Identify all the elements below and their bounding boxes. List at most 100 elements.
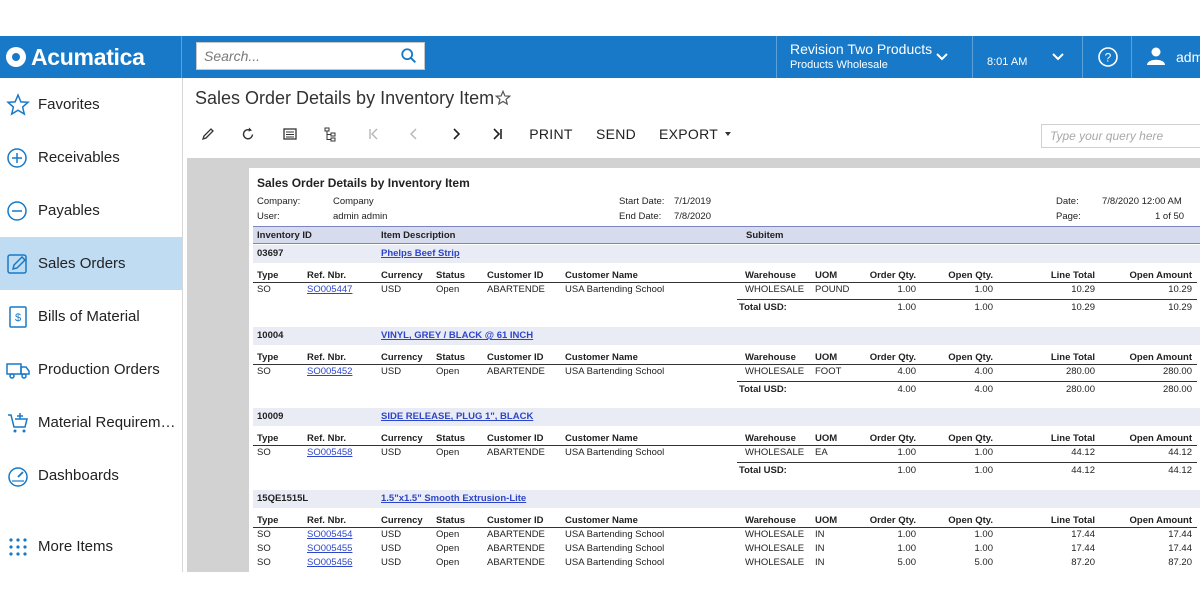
end-date-label: End Date: bbox=[619, 211, 662, 222]
item-description-link[interactable]: SIDE RELEASE, PLUG 1", BLACK bbox=[381, 411, 534, 422]
column-header-ref: Ref. Nbr. bbox=[307, 352, 347, 363]
order-ref-link[interactable]: SO005458 bbox=[307, 447, 353, 458]
order-ref-link[interactable]: SO005454 bbox=[307, 529, 353, 540]
print-button[interactable]: PRINT bbox=[529, 126, 573, 142]
parameters-icon bbox=[283, 128, 297, 140]
previous-page-button[interactable] bbox=[403, 122, 425, 146]
item-description-link[interactable]: Phelps Beef Strip bbox=[381, 248, 460, 259]
cell-line: 17.44 bbox=[1071, 543, 1095, 554]
tenant-name: Revision Two Products bbox=[790, 41, 933, 57]
inventory-id: 10009 bbox=[257, 411, 284, 422]
page-value: 1 of 50 bbox=[1155, 211, 1185, 222]
column-header-openamt: Open Amount bbox=[1129, 352, 1192, 363]
company-value: Company bbox=[333, 196, 374, 207]
svg-text:$: $ bbox=[15, 312, 21, 324]
column-header-wh: Warehouse bbox=[745, 352, 796, 363]
sidebar-item-more-items[interactable]: More Items bbox=[0, 520, 182, 572]
sidebar-item-bills-of-material[interactable]: $ Bills of Material bbox=[0, 290, 182, 343]
minus-circle-icon bbox=[7, 200, 27, 221]
sidebar-item-dashboards[interactable]: Dashboards bbox=[0, 449, 182, 502]
sidebar-item-favorites[interactable]: Favorites bbox=[0, 78, 182, 131]
user-icon[interactable] bbox=[1146, 46, 1166, 66]
cell-status: Open bbox=[436, 557, 460, 568]
cell-cust-id: ABARTENDE bbox=[487, 543, 545, 554]
help-icon[interactable]: ? bbox=[1097, 46, 1119, 68]
cell-cust-name: USA Bartending School bbox=[565, 529, 665, 540]
column-header-uom: UOM bbox=[815, 515, 838, 526]
column-header-uom: UOM bbox=[815, 433, 838, 444]
cell-wh: WHOLESALE bbox=[745, 557, 805, 568]
total-openqty: 1.00 bbox=[974, 302, 994, 313]
chevron-right-icon bbox=[453, 128, 461, 140]
header-rule bbox=[375, 527, 1197, 528]
grid-dots-icon bbox=[9, 537, 27, 556]
cell-type: SO bbox=[257, 284, 271, 295]
tenant-selector[interactable]: Revision Two Products Products Wholesale bbox=[790, 41, 932, 71]
cell-cust-id: ABARTENDE bbox=[487, 529, 545, 540]
cell-uom: IN bbox=[815, 543, 825, 554]
cell-wh: WHOLESALE bbox=[745, 284, 805, 295]
acumatica-logo-icon bbox=[6, 47, 26, 67]
order-ref-link[interactable]: SO005456 bbox=[307, 557, 353, 568]
order-ref-link[interactable]: SO005447 bbox=[307, 284, 353, 295]
total-openqty: 4.00 bbox=[974, 384, 994, 395]
cell-cur: USD bbox=[381, 284, 402, 295]
cell-type: SO bbox=[257, 529, 271, 540]
next-page-button[interactable] bbox=[445, 122, 467, 146]
logo[interactable]: Acumatica bbox=[0, 36, 182, 78]
tree-icon bbox=[324, 127, 336, 142]
sidebar-item-sales-orders[interactable]: Sales Orders bbox=[0, 237, 182, 290]
favorite-star-icon[interactable] bbox=[495, 90, 511, 106]
sidebar-item-label: Dashboards bbox=[38, 467, 119, 484]
item-description-link[interactable]: VINYL, GREY / BLACK @ 61 INCH bbox=[381, 330, 534, 341]
sidebar-item-label: More Items bbox=[38, 538, 114, 555]
cell-cust-id: ABARTENDE bbox=[487, 557, 545, 568]
cell-uom: EA bbox=[815, 447, 828, 458]
total-label: Total USD: bbox=[739, 465, 787, 476]
item-description-link[interactable]: 1.5"x1.5" Smooth Extrusion-Lite bbox=[381, 493, 527, 504]
edit-button[interactable] bbox=[197, 122, 219, 146]
order-ref-link[interactable]: SO005452 bbox=[307, 366, 353, 377]
cell-oqty: 1.00 bbox=[897, 447, 917, 458]
cell-wh: WHOLESALE bbox=[745, 543, 805, 554]
column-header-type: Type bbox=[257, 433, 279, 444]
header-rule bbox=[253, 527, 403, 528]
first-page-button[interactable] bbox=[363, 122, 385, 146]
search-icon[interactable] bbox=[400, 47, 418, 65]
last-page-button[interactable] bbox=[486, 122, 508, 146]
cell-uom: IN bbox=[815, 557, 825, 568]
total-line: 44.12 bbox=[1071, 465, 1095, 476]
app-window: Acumatica Revision Two Products Products… bbox=[0, 36, 1200, 572]
report-page: Sales Order Details by Inventory Item Co… bbox=[249, 168, 1200, 572]
query-input[interactable] bbox=[1041, 124, 1200, 148]
sidebar-item-receivables[interactable]: Receivables bbox=[0, 131, 182, 184]
refresh-icon bbox=[242, 127, 254, 140]
cell-cur: USD bbox=[381, 529, 402, 540]
sidebar: Favorites Receivables Payables Sales Ord… bbox=[0, 78, 183, 572]
column-header-cust-name: Customer Name bbox=[565, 270, 638, 281]
chevron-down-icon[interactable] bbox=[934, 50, 950, 64]
send-button[interactable]: SEND bbox=[595, 126, 637, 142]
sidebar-item-material-requirements[interactable]: Material Requirem… bbox=[0, 396, 182, 449]
column-header-wh: Warehouse bbox=[745, 515, 796, 526]
column-header-openamt: Open Amount bbox=[1129, 515, 1192, 526]
column-header-cust-id: Customer ID bbox=[487, 352, 544, 363]
column-header-oqty: Order Qty. bbox=[869, 352, 916, 363]
order-ref-link[interactable]: SO005455 bbox=[307, 543, 353, 554]
export-button[interactable]: EXPORT bbox=[659, 122, 733, 146]
search-input[interactable] bbox=[197, 43, 397, 69]
report-title: Sales Order Details by Inventory Item bbox=[257, 176, 470, 190]
first-page-icon bbox=[369, 128, 378, 140]
group-tree-button[interactable] bbox=[319, 122, 341, 146]
chevron-down-icon[interactable] bbox=[1050, 50, 1066, 64]
sidebar-item-payables[interactable]: Payables bbox=[0, 184, 182, 237]
sidebar-item-production-orders[interactable]: Production Orders bbox=[0, 343, 182, 396]
clock[interactable]: 8:01 AM bbox=[987, 56, 1028, 68]
cell-openqty: 1.00 bbox=[974, 284, 994, 295]
total-line: 280.00 bbox=[1065, 384, 1095, 395]
refresh-button[interactable] bbox=[237, 122, 259, 146]
user-name[interactable]: adm bbox=[1176, 49, 1200, 65]
cell-cur: USD bbox=[381, 557, 402, 568]
cell-wh: WHOLESALE bbox=[745, 529, 805, 540]
parameters-button[interactable] bbox=[279, 122, 301, 146]
